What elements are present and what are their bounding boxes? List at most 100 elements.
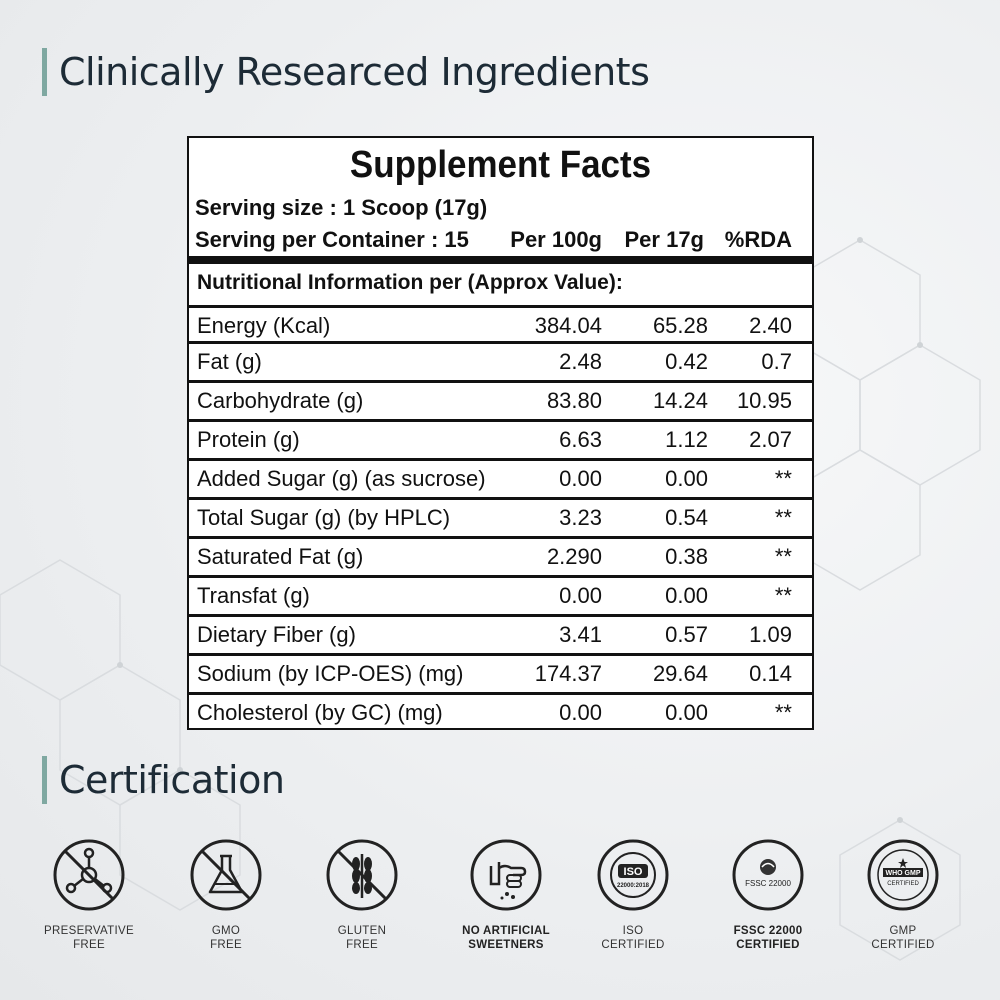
supplement-facts-panel: Supplement Facts Serving size : 1 Scoop … [187, 136, 814, 730]
no-artificial-sweeteners-icon [470, 839, 542, 911]
gmo-free-icon [190, 839, 262, 911]
cert-label-line2: CERTIFIED [871, 939, 935, 951]
cert-preservative-free: PRESERVATIVE FREE [14, 838, 164, 952]
table-row: Cholesterol (by GC) (mg) 0.00 0.00 ** [189, 692, 812, 731]
cert-gmo-free: GMO FREE [151, 838, 301, 952]
svg-text:ISO: ISO [624, 866, 643, 878]
cert-label-line1: NO ARTIFICIAL [462, 925, 550, 937]
gluten-free-icon [326, 839, 398, 911]
table-row: Added Sugar (g) (as sucrose) 0.00 0.00 ** [189, 458, 812, 497]
cert-label: GLUTEN FREE [287, 924, 437, 952]
row-rda: 2.07 [749, 427, 792, 452]
table-row: Carbohydrate (g) 83.80 14.24 10.95 [189, 380, 812, 419]
cert-label: GMP CERTIFIED [828, 924, 978, 952]
row-name: Carbohydrate (g) [197, 388, 364, 413]
row-rda: ** [774, 466, 792, 491]
row-per100: 0.00 [559, 466, 602, 491]
column-header-per-17g: Per 17g [624, 227, 705, 252]
row-per17: 0.38 [665, 544, 708, 569]
svg-text:WHO GMP: WHO GMP [886, 870, 921, 877]
cert-label-line1: GMP [889, 925, 917, 937]
row-per100: 0.00 [559, 700, 602, 725]
cert-label-line1: PRESERVATIVE [44, 925, 134, 937]
row-rda: 2.40 [749, 313, 792, 338]
certification-heading-text: Certification [59, 758, 285, 802]
row-per17: 0.00 [665, 700, 708, 725]
row-name: Energy (Kcal) [197, 313, 331, 338]
cert-label-line1: ISO [622, 925, 644, 937]
cert-label-line2: CERTIFIED [736, 939, 800, 951]
row-per17: 29.64 [652, 661, 708, 686]
cert-label: PRESERVATIVE FREE [14, 924, 164, 952]
row-name: Fat (g) [197, 349, 262, 374]
cert-label-line2: FREE [346, 939, 378, 951]
row-name: Protein (g) [197, 427, 300, 452]
row-rda: 1.09 [749, 622, 792, 647]
row-per100: 3.41 [559, 622, 602, 647]
preservative-free-icon [53, 839, 125, 911]
row-per17: 0.57 [665, 622, 708, 647]
cert-gmp: WHO GMP CERTIFIED GMP CERTIFIED [828, 838, 978, 952]
certification-heading: Certification [42, 756, 285, 804]
row-per17: 14.24 [652, 388, 708, 413]
fssc-certified-icon: FSSC 22000 [732, 839, 804, 911]
ingredients-heading-text: Clinically Researced Ingredients [59, 50, 650, 94]
servings-per-container: Serving per Container : 15 [195, 227, 469, 252]
row-per17: 0.54 [665, 505, 708, 530]
row-rda: ** [774, 583, 792, 608]
cert-label: FSSC 22000 CERTIFIED [693, 924, 843, 952]
cert-label-line2: FREE [210, 939, 242, 951]
cert-label: NO ARTIFICIAL SWEETNERS [431, 924, 581, 952]
svg-text:22000:2018: 22000:2018 [617, 883, 650, 889]
row-per17: 0.00 [665, 583, 708, 608]
row-per100: 174.37 [534, 661, 602, 686]
row-per100: 3.23 [559, 505, 602, 530]
svg-text:FSSC 22000: FSSC 22000 [745, 879, 791, 888]
column-header-rda: %RDA [724, 227, 792, 252]
table-row: Saturated Fat (g) 2.290 0.38 ** [189, 536, 812, 575]
row-name: Cholesterol (by GC) (mg) [197, 700, 443, 725]
table-row: Sodium (by ICP-OES) (mg) 174.37 29.64 0.14 [189, 653, 812, 692]
row-name: Sodium (by ICP-OES) (mg) [197, 661, 464, 686]
cert-gluten-free: GLUTEN FREE [287, 838, 437, 952]
cert-label-line1: FSSC 22000 [733, 925, 803, 937]
cert-iso: ISO 22000:2018 ISO CERTIFIED [558, 838, 708, 952]
iso-certified-icon: ISO 22000:2018 [597, 839, 669, 911]
row-rda: 0.7 [761, 349, 792, 374]
cert-label-line2: SWEETNERS [468, 939, 544, 951]
table-row: Energy (Kcal) 384.04 65.28 2.40 [189, 305, 812, 341]
heading-accent-bar [42, 756, 47, 804]
row-per100: 2.290 [546, 544, 602, 569]
table-row: Dietary Fiber (g) 3.41 0.57 1.09 [189, 614, 812, 653]
row-per17: 0.42 [665, 349, 708, 374]
row-rda: 0.14 [749, 661, 792, 686]
serving-size: Serving size : 1 Scoop (17g) [195, 195, 488, 220]
row-rda: ** [774, 700, 792, 725]
cert-label-line2: CERTIFIED [601, 939, 665, 951]
table-row: Fat (g) 2.48 0.42 0.7 [189, 341, 812, 380]
heading-accent-bar [42, 48, 47, 96]
nutrition-header: Nutritional Information per (Approx Valu… [197, 271, 623, 294]
row-rda: ** [774, 544, 792, 569]
row-name: Transfat (g) [197, 583, 310, 608]
row-name: Dietary Fiber (g) [197, 622, 356, 647]
table-row: Protein (g) 6.63 1.12 2.07 [189, 419, 812, 458]
row-name: Total Sugar (g) (by HPLC) [197, 505, 451, 530]
row-per17: 1.12 [665, 427, 708, 452]
gmp-certified-icon: WHO GMP CERTIFIED [867, 839, 939, 911]
cert-label-line2: FREE [73, 939, 105, 951]
row-name: Added Sugar (g) (as sucrose) [197, 466, 486, 491]
cert-label-line1: GMO [211, 925, 241, 937]
table-row: Transfat (g) 0.00 0.00 ** [189, 575, 812, 614]
row-rda: ** [774, 505, 792, 530]
cert-fssc: FSSC 22000 FSSC 22000 CERTIFIED [693, 838, 843, 952]
row-per100: 0.00 [559, 583, 602, 608]
row-name: Saturated Fat (g) [197, 544, 364, 569]
column-header-per-100g: Per 100g [510, 227, 602, 252]
row-per100: 6.63 [559, 427, 602, 452]
row-per100: 384.04 [534, 313, 602, 338]
svg-text:CERTIFIED: CERTIFIED [887, 881, 919, 887]
table-row: Total Sugar (g) (by HPLC) 3.23 0.54 ** [189, 497, 812, 536]
row-per100: 83.80 [546, 388, 602, 413]
nutrition-table: Energy (Kcal) 384.04 65.28 2.40 Fat (g) 2.48… [189, 305, 812, 731]
